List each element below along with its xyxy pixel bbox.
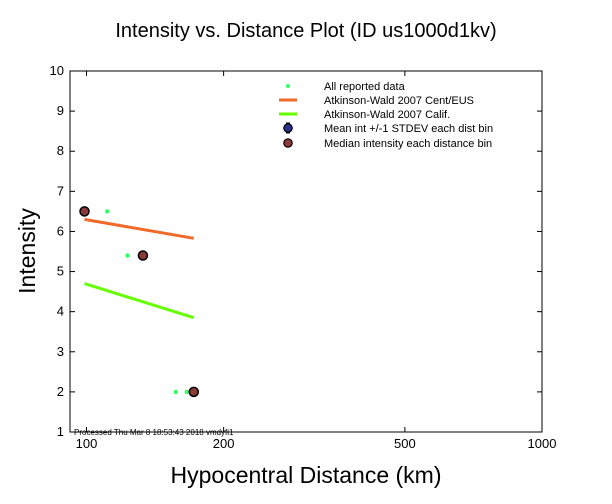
- reported-data-point: [125, 253, 130, 258]
- y-tick-label: 2: [57, 384, 64, 399]
- y-tick-label: 1: [57, 424, 64, 439]
- y-axis-ticks: 1 2 3 4 5 6 7 8 9 10: [50, 63, 542, 439]
- legend-label: Atkinson-Wald 2007 Calif.: [324, 109, 450, 121]
- y-tick-label: 9: [57, 103, 64, 118]
- reported-data-point: [184, 389, 189, 395]
- legend-marker-all-data: [286, 84, 290, 88]
- chart-title: Intensity vs. Distance Plot (ID us1000d1…: [115, 20, 496, 42]
- legend: All reported data Atkinson-Wald 2007 Cent…: [279, 81, 493, 150]
- x-tick-label: 100: [76, 436, 98, 451]
- y-tick-label: 4: [57, 304, 64, 319]
- legend-label: Mean int +/-1 STDEV each dist bin: [324, 123, 493, 135]
- series-layer: [79, 206, 200, 398]
- y-tick-label: 3: [57, 344, 64, 359]
- series-line-cent-eus: [84, 217, 195, 240]
- series-line-calif: [84, 282, 195, 320]
- y-tick-label: 5: [57, 264, 64, 279]
- legend-label: Atkinson-Wald 2007 Cent/EUS: [324, 95, 474, 107]
- x-tick-label: 500: [394, 436, 416, 451]
- y-tick-label: 7: [57, 183, 64, 198]
- x-axis-label: Hypocentral Distance (km): [171, 462, 442, 488]
- median-intensity-point: [188, 386, 200, 398]
- processed-note: Processed Thu Mar 8 18:53:43 2018 vmdyfi…: [74, 428, 234, 437]
- legend-marker-median: [283, 138, 293, 148]
- y-tick-label: 10: [50, 63, 64, 78]
- legend-label: Median intensity each distance bin: [324, 138, 492, 150]
- legend-marker-mean: [283, 123, 293, 133]
- y-tick-label: 8: [57, 143, 64, 158]
- median-intensity-point: [137, 250, 149, 261]
- median-intensity-point: [79, 206, 90, 217]
- y-axis-label: Intensity: [14, 208, 40, 294]
- plot-frame: [69, 70, 543, 433]
- x-axis-ticks: 100 200 500 1000: [76, 71, 557, 451]
- x-tick-label: 200: [213, 436, 235, 451]
- legend-label: All reported data: [324, 81, 406, 93]
- reported-data-point: [104, 209, 110, 214]
- x-tick-label: 1000: [528, 436, 557, 451]
- reported-data-point: [173, 389, 178, 395]
- y-tick-label: 6: [57, 223, 64, 238]
